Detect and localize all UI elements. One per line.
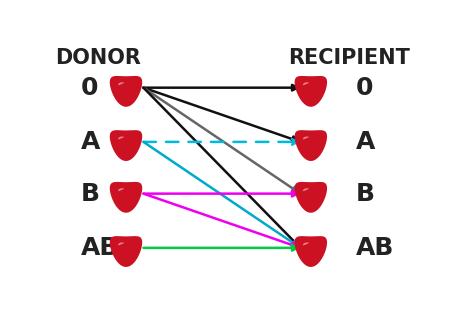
- Text: 0: 0: [356, 76, 374, 100]
- Polygon shape: [303, 243, 309, 245]
- Polygon shape: [295, 236, 327, 267]
- Text: AB: AB: [81, 236, 119, 260]
- Polygon shape: [303, 137, 309, 140]
- Polygon shape: [295, 182, 327, 213]
- Text: 0: 0: [81, 76, 98, 100]
- Text: A: A: [356, 130, 376, 154]
- Polygon shape: [118, 137, 124, 140]
- Polygon shape: [303, 82, 309, 85]
- Text: AB: AB: [356, 236, 395, 260]
- Text: B: B: [356, 182, 375, 206]
- Polygon shape: [110, 236, 142, 267]
- Text: DONOR: DONOR: [55, 48, 141, 68]
- Polygon shape: [110, 130, 142, 161]
- Polygon shape: [118, 188, 124, 191]
- Polygon shape: [118, 82, 124, 85]
- Polygon shape: [110, 182, 142, 213]
- Polygon shape: [303, 188, 309, 191]
- Polygon shape: [295, 76, 327, 107]
- Text: RECIPIENT: RECIPIENT: [288, 48, 410, 68]
- Polygon shape: [295, 130, 327, 161]
- Polygon shape: [110, 76, 142, 107]
- Text: A: A: [81, 130, 100, 154]
- Text: B: B: [81, 182, 99, 206]
- Polygon shape: [118, 243, 124, 245]
